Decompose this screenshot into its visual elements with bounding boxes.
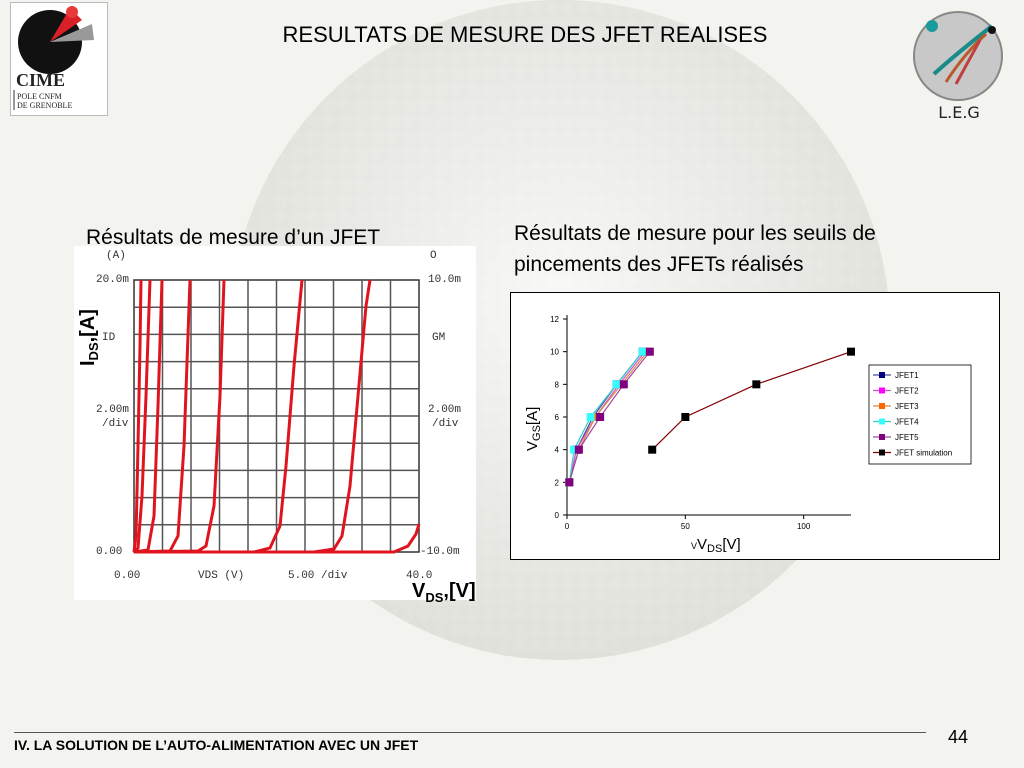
oscilloscope-grid <box>133 279 420 553</box>
chart-point <box>574 445 583 454</box>
chart-x-tick-label: 0 <box>565 522 570 531</box>
cime-logo-sub2: DE GRENOBLE <box>17 101 72 110</box>
right-caption-line2: pincements des JFETs réalisés <box>514 253 804 276</box>
chart-x-tick-label: 100 <box>797 522 811 531</box>
chart-legend-label: JFET2 <box>895 387 919 396</box>
chart-point <box>565 478 574 487</box>
chart-point <box>570 445 579 454</box>
osc-curve-8 <box>134 523 421 554</box>
chart-legend-box <box>868 364 972 465</box>
chart-point <box>681 413 690 421</box>
ids-label-unit: [A] <box>77 309 99 337</box>
osc-div-right-2: /div <box>432 418 459 430</box>
chart-series <box>565 347 855 487</box>
footer-text: IV. LA SOLUTION DE L’AUTO-ALIMENTATION A… <box>14 737 419 753</box>
chart-y-tick-label: 2 <box>555 478 560 487</box>
chart-legend-marker <box>879 418 885 425</box>
chart-y-tick-label: 10 <box>550 348 559 357</box>
cime-logo-sub1: POLE CNFM <box>17 92 62 101</box>
chart-series-line-5 <box>568 351 651 483</box>
osc-ymax-right: 10.0m <box>428 274 461 286</box>
osc-x-max: 40.0 <box>406 570 432 582</box>
chart-y-tick-label: 6 <box>555 413 560 422</box>
chart-series-line-3 <box>568 351 648 483</box>
chart-point <box>586 413 595 421</box>
cime-logo: CIME POLE CNFM DE GRENOBLE <box>10 2 108 116</box>
leg-logo-text: L.E.G <box>938 103 980 122</box>
osc-y-label-left: ID <box>102 332 116 344</box>
left-caption: Résultats de mesure d’un JFET <box>86 226 381 249</box>
osc-top-right-unit: O <box>430 250 437 262</box>
osc-div-left-2: /div <box>102 418 129 430</box>
osc-div-right-1: 2.00m <box>428 404 461 416</box>
chart-legend-label: JFET1 <box>895 371 919 380</box>
chart-point <box>648 445 657 454</box>
chart-legend-label: JFET5 <box>895 433 919 442</box>
chart-y-tick-label: 12 <box>550 315 559 324</box>
vds-label-main: V <box>412 580 426 602</box>
chart-point <box>847 347 855 356</box>
ids-label-main: I <box>77 360 99 366</box>
pinch-off-chart: 0 2 4 6 8 10 12 0 50 100 JFET1 JFET2 JFET3 JFET4 JFET… <box>510 292 1000 560</box>
chart-point <box>596 413 605 421</box>
slide-title: RESULTATS DE MESURE DES JFET REALISES <box>282 22 768 47</box>
footer-divider <box>14 732 926 733</box>
page-number: 44 <box>948 727 969 747</box>
vds-label-sub: DS <box>425 590 444 605</box>
chart-point <box>752 380 761 389</box>
chart-axes: 0 2 4 6 8 10 12 0 50 100 <box>550 315 851 531</box>
osc-curve-2 <box>132 279 152 554</box>
chart-x-label: VVDS[V] <box>691 536 741 555</box>
ids-label-sub: DS <box>86 342 101 360</box>
osc-top-left-unit: (A) <box>106 250 126 262</box>
chart-legend-label: JFET3 <box>895 402 919 411</box>
osc-x-min: 0.00 <box>114 570 140 582</box>
chart-point <box>645 347 654 356</box>
chart-legend-marker <box>879 403 885 409</box>
leg-logo: L.E.G <box>913 11 1003 122</box>
svg-text:IDS,[A]: IDS,[A] <box>77 309 101 366</box>
chart-legend-marker <box>879 434 885 440</box>
oscilloscope-svg: (A) O 20.0m 10.0m ID GM 2.00m /div 2.00m… <box>96 250 461 582</box>
chart-legend-marker <box>879 449 885 456</box>
chart-x-tick-label: 50 <box>681 522 690 531</box>
chart-series-line-6 <box>651 351 852 451</box>
chart-legend-marker <box>879 372 885 378</box>
osc-div-left-1: 2.00m <box>96 404 129 416</box>
chart-legend-marker <box>879 387 885 394</box>
chart-legend-label: JFET simulation <box>895 449 952 458</box>
chart-y-label: VGS[A] <box>524 407 543 451</box>
chart-legend-label: JFET4 <box>895 418 919 427</box>
chart-point <box>591 413 600 421</box>
osc-x-div: 5.00 /div <box>288 570 348 582</box>
chart-y-tick-label: 4 <box>555 446 560 455</box>
oscilloscope-curves <box>132 279 421 554</box>
vds-label-unit: [V] <box>448 580 476 602</box>
cime-logo-text: CIME <box>16 70 65 90</box>
osc-ymin-left: 0.00 <box>96 546 122 558</box>
right-caption-line1: Résultats de mesure pour les seuils de <box>514 222 876 245</box>
chart-point <box>638 347 647 356</box>
vds-axis-label: VDS,[V] <box>412 580 476 605</box>
right-caption: Résultats de mesure pour les seuils de p… <box>514 218 974 280</box>
chart-legend: JFET1 JFET2 JFET3 JFET4 JFET5 JFET simulation <box>868 364 972 465</box>
osc-ymin-right: -10.0m <box>420 546 460 558</box>
osc-x-name: VDS (V) <box>198 570 244 582</box>
chart-point <box>612 380 621 389</box>
osc-y-label-right: GM <box>432 332 445 344</box>
chart-point <box>619 380 628 389</box>
osc-ymax-left: 20.0m <box>96 274 129 286</box>
osc-curve-1 <box>132 279 143 553</box>
ids-axis-label: IDS,[A] <box>66 290 106 370</box>
oscilloscope-plot: (A) O 20.0m 10.0m ID GM 2.00m /div 2.00m… <box>74 246 476 600</box>
chart-y-tick-label: 8 <box>555 380 560 389</box>
chart-y-tick-label: 0 <box>555 511 560 520</box>
